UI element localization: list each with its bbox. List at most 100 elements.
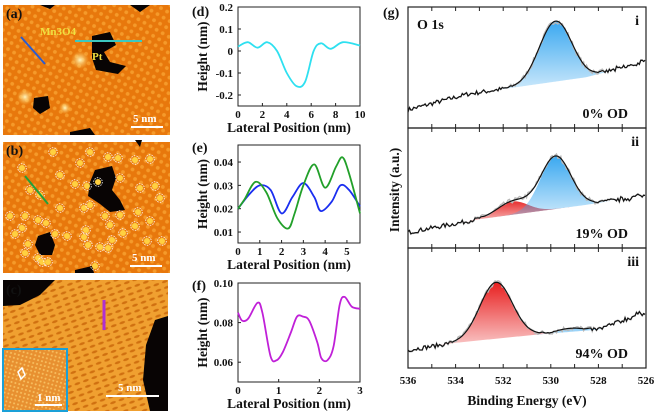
dashed-circle-marker	[115, 173, 125, 183]
x-tick-label: 4	[322, 246, 328, 258]
dashed-circle-marker	[85, 200, 95, 210]
x-tick-label: 4	[284, 109, 290, 121]
x-tick-label: 534	[447, 375, 464, 387]
dashed-circle-marker	[70, 179, 80, 189]
fit-envelope	[407, 281, 646, 352]
adatom-spot	[19, 165, 25, 171]
adatom-spot	[144, 238, 150, 244]
adatom-spot	[35, 255, 41, 261]
scale-bar-label: 5 nm	[133, 113, 157, 125]
adatom-spot	[12, 231, 18, 237]
fit-envelope	[407, 20, 646, 113]
dashed-circle-marker	[103, 152, 113, 162]
x-tick-label: 0	[235, 246, 241, 258]
adatom-spot	[109, 237, 115, 243]
adatom-spot	[81, 234, 87, 240]
adatom-spot	[35, 217, 41, 223]
adatom-spot	[157, 195, 163, 201]
series-line	[237, 41, 361, 88]
x-tick-label: 528	[590, 375, 607, 387]
xps-panel-iii: iii 94% OD	[407, 247, 647, 369]
chart-e: 0 1 2 3 4 5 0.04 0.03 0.02 0.01 Lateral Position (…	[192, 141, 361, 272]
panel-label-e: (e)	[192, 141, 208, 156]
dashed-circle-marker	[79, 203, 89, 213]
pt-island	[33, 96, 50, 114]
x-tick-label: 532	[495, 375, 512, 387]
y-tick-label: 0.1	[219, 24, 233, 36]
od-annotation: 19% OD	[576, 227, 629, 242]
x-tick-label: 1	[257, 246, 263, 258]
panel-label-d: (d)	[192, 5, 209, 20]
y-tick-label: -0.2	[216, 90, 234, 102]
adatom-spot	[159, 238, 165, 244]
x-axis-label: Lateral Position (nm)	[227, 396, 351, 411]
adatom-spot	[22, 250, 28, 256]
series-line	[237, 156, 361, 230]
dashed-circle-marker	[10, 229, 20, 239]
x-tick-label: 6	[308, 109, 314, 121]
dashed-circle-marker	[33, 215, 43, 225]
dashed-circle-marker	[105, 220, 115, 230]
adatom-spot	[115, 155, 121, 161]
adatom-spot	[83, 227, 89, 233]
raw-spectrum	[407, 279, 646, 353]
adatom-spot	[105, 245, 111, 251]
x-tick-label: 0	[235, 109, 241, 121]
plot-frame	[237, 282, 361, 383]
adatom-spot	[39, 259, 45, 265]
dashed-circle-marker	[55, 170, 65, 180]
spectrum-title: O 1s	[417, 18, 444, 33]
x-tick-label: 536	[400, 375, 417, 387]
x-tick-label: 2	[260, 109, 266, 121]
inset-scale-bar-label: 1 nm	[37, 392, 61, 404]
panel-label-g: (g)	[383, 6, 400, 21]
dashed-circle-marker	[118, 228, 128, 238]
panel-label-b: (b)	[6, 144, 23, 159]
adatom-spot	[45, 259, 51, 265]
x-tick-label: 0	[235, 385, 241, 397]
dashed-circle-marker	[100, 211, 110, 221]
adatom-spot	[132, 223, 138, 229]
dashed-circle-marker	[85, 147, 95, 157]
x-tick-label: 3	[357, 385, 363, 397]
adatom-spot	[102, 213, 108, 219]
dashed-circle-marker	[145, 216, 155, 226]
adatom-spot	[117, 175, 123, 181]
y-tick-label: -0.1	[216, 68, 233, 80]
y-tick-label: 0	[228, 46, 234, 58]
adatom-spot	[77, 160, 83, 166]
adatom-spot	[50, 149, 56, 155]
od-annotation: 0% OD	[583, 107, 629, 122]
xps-panel-i: i 0% OD	[407, 6, 647, 129]
y-tick-label: 0.02	[214, 204, 234, 216]
panel-tag: ii	[631, 135, 639, 150]
fit-component	[450, 201, 575, 225]
profile-line-green	[24, 175, 49, 205]
fit-component	[493, 21, 618, 91]
dashed-circle-marker	[113, 153, 123, 163]
adatom-spot	[107, 222, 113, 228]
profile-line-blue	[20, 36, 46, 65]
dashed-circle-marker	[130, 155, 140, 165]
dashed-circle-marker	[90, 261, 100, 271]
adatom-spot	[81, 205, 87, 211]
dashed-circle-marker	[50, 229, 60, 239]
plot-frame	[237, 144, 361, 244]
dashed-circle-marker	[20, 248, 30, 258]
adatom-spot	[132, 157, 138, 163]
adatom-spot	[57, 205, 63, 211]
metal-label: Pt	[92, 51, 103, 63]
unit-cell-marker	[17, 366, 26, 381]
x-tick-label: 526	[638, 375, 655, 387]
dashed-circle-marker	[79, 232, 89, 242]
x-axis-label: Lateral Position (nm)	[227, 120, 351, 135]
dashed-circle-marker	[17, 223, 27, 233]
panel-tag: iii	[627, 255, 639, 270]
dashed-circle-marker	[145, 154, 155, 164]
xps-panel-ii: ii 19% OD	[407, 127, 647, 249]
y-axis-label: Height (nm)	[195, 297, 210, 367]
y-axis-label: Intensity (a.u.)	[387, 148, 402, 232]
dashed-circle-marker	[75, 158, 85, 168]
dashed-circle-marker	[5, 211, 15, 221]
fit-component	[434, 282, 558, 347]
